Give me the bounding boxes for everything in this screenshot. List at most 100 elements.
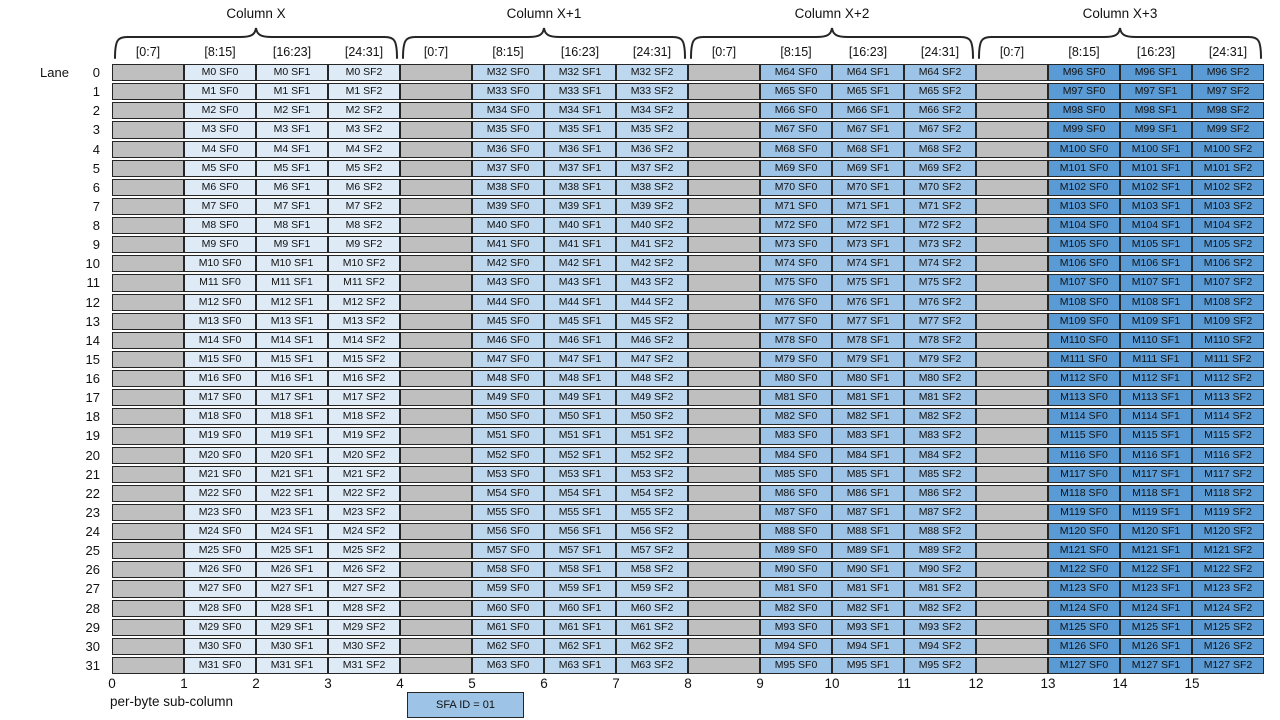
grid-cell: M80 SF2 <box>904 370 976 388</box>
empty-cell <box>976 599 1048 617</box>
grid-cell: M20 SF1 <box>256 446 328 464</box>
grid-cell: M62 SF0 <box>472 637 544 655</box>
grid-cell: M4 SF1 <box>256 140 328 158</box>
grid-cell: M85 SF0 <box>760 465 832 483</box>
grid-cell: M28 SF0 <box>184 599 256 617</box>
grid-cell: M82 SF0 <box>760 408 832 426</box>
grid-cell: M99 SF1 <box>1120 121 1192 139</box>
grid-cell: M0 SF2 <box>328 64 400 82</box>
grid-cell: M54 SF2 <box>616 484 688 502</box>
empty-cell <box>112 64 184 82</box>
grid-cell: M48 SF2 <box>616 370 688 388</box>
lane-number: 0 <box>92 65 100 80</box>
grid-cell: M121 SF0 <box>1048 542 1120 560</box>
grid-cell: M120 SF0 <box>1048 523 1120 541</box>
grid-cell: M82 SF2 <box>904 599 976 617</box>
grid-cell: M3 SF0 <box>184 121 256 139</box>
grid-cell: M123 SF1 <box>1120 580 1192 598</box>
grid-cell: M71 SF2 <box>904 197 976 216</box>
grid-cell: M74 SF1 <box>832 255 904 273</box>
grid-cell: M125 SF1 <box>1120 618 1192 636</box>
empty-cell <box>400 83 472 101</box>
empty-cell <box>400 102 472 120</box>
empty-cell <box>976 159 1048 177</box>
grid-cell: M44 SF1 <box>544 293 616 311</box>
grid-cell: M72 SF1 <box>832 217 904 235</box>
grid-cell: M75 SF1 <box>832 274 904 292</box>
grid-cell: M122 SF0 <box>1048 561 1120 579</box>
grid-cell: M38 SF2 <box>616 178 688 196</box>
lane-number: 18 <box>85 409 100 425</box>
grid-cell: M89 SF2 <box>904 542 976 560</box>
empty-cell <box>400 542 472 560</box>
empty-cell <box>688 427 760 445</box>
grid-cell: M50 SF2 <box>616 408 688 426</box>
empty-cell <box>976 561 1048 579</box>
grid-cell: M47 SF1 <box>544 350 616 369</box>
grid-cell: M117 SF2 <box>1192 465 1264 483</box>
grid-cell: M73 SF1 <box>832 236 904 254</box>
empty-cell <box>976 140 1048 158</box>
grid-cell: M58 SF1 <box>544 561 616 579</box>
empty-cell <box>400 427 472 445</box>
empty-cell <box>976 274 1048 292</box>
grid-cell: M57 SF1 <box>544 542 616 560</box>
grid-cell: M68 SF1 <box>832 140 904 158</box>
grid-cell: M116 SF0 <box>1048 446 1120 464</box>
grid-cell: M113 SF1 <box>1120 389 1192 407</box>
grid-cell: M102 SF2 <box>1192 178 1264 196</box>
grid-cell: M120 SF2 <box>1192 523 1264 541</box>
grid-cell: M12 SF0 <box>184 293 256 311</box>
grid-cell: M25 SF0 <box>184 542 256 560</box>
empty-cell <box>976 389 1048 407</box>
grid-cell: M107 SF1 <box>1120 274 1192 292</box>
grid-cell: M2 SF0 <box>184 102 256 120</box>
grid-cell: M68 SF2 <box>904 140 976 158</box>
grid-cell: M21 SF1 <box>256 465 328 483</box>
lane-number: 30 <box>85 638 100 654</box>
grid-cell: M93 SF1 <box>832 618 904 636</box>
subcolumn-tick: 0 <box>108 676 116 691</box>
empty-cell <box>112 542 184 560</box>
grid-cell: M100 SF0 <box>1048 140 1120 158</box>
grid-cell: M60 SF0 <box>472 599 544 617</box>
grid-cell: M27 SF0 <box>184 580 256 598</box>
empty-cell <box>400 293 472 311</box>
grid-cell: M80 SF1 <box>832 370 904 388</box>
grid-cell: M46 SF2 <box>616 331 688 349</box>
grid-cell: M65 SF1 <box>832 83 904 101</box>
grid-cell: M96 SF0 <box>1048 64 1120 82</box>
grid-cell: M80 SF0 <box>760 370 832 388</box>
subcolumn-tick: 12 <box>968 676 984 691</box>
grid-cell: M48 SF0 <box>472 370 544 388</box>
grid-cell: M116 SF2 <box>1192 446 1264 464</box>
grid-cell: M58 SF0 <box>472 561 544 579</box>
empty-cell <box>112 121 184 139</box>
grid-cell: M11 SF0 <box>184 274 256 292</box>
lane-number: 14 <box>85 332 100 348</box>
grid-cell: M5 SF0 <box>184 159 256 177</box>
grid-cell: M61 SF2 <box>616 618 688 636</box>
empty-cell <box>112 370 184 388</box>
grid-cell: M84 SF2 <box>904 446 976 464</box>
empty-cell <box>976 523 1048 541</box>
subcolumn-tick: 14 <box>1112 676 1128 691</box>
grid-cell: M96 SF1 <box>1120 64 1192 82</box>
grid-cell: M65 SF2 <box>904 83 976 101</box>
empty-cell <box>688 618 760 636</box>
grid-cell: M18 SF1 <box>256 408 328 426</box>
grid-cell: M104 SF2 <box>1192 217 1264 235</box>
grid-cell: M57 SF0 <box>472 542 544 560</box>
byte-range-header: [16:23] <box>272 45 312 59</box>
empty-cell <box>688 159 760 177</box>
empty-cell <box>112 656 184 675</box>
lane-number: 24 <box>85 524 100 539</box>
byte-range-header: [0:7] <box>423 45 449 59</box>
grid-cell: M123 SF0 <box>1048 580 1120 598</box>
grid-cell: M120 SF1 <box>1120 523 1192 541</box>
grid-cell: M117 SF0 <box>1048 465 1120 483</box>
grid-cell: M60 SF1 <box>544 599 616 617</box>
lane-number: 12 <box>85 294 100 310</box>
grid-cell: M116 SF1 <box>1120 446 1192 464</box>
grid-cell: M98 SF0 <box>1048 102 1120 120</box>
